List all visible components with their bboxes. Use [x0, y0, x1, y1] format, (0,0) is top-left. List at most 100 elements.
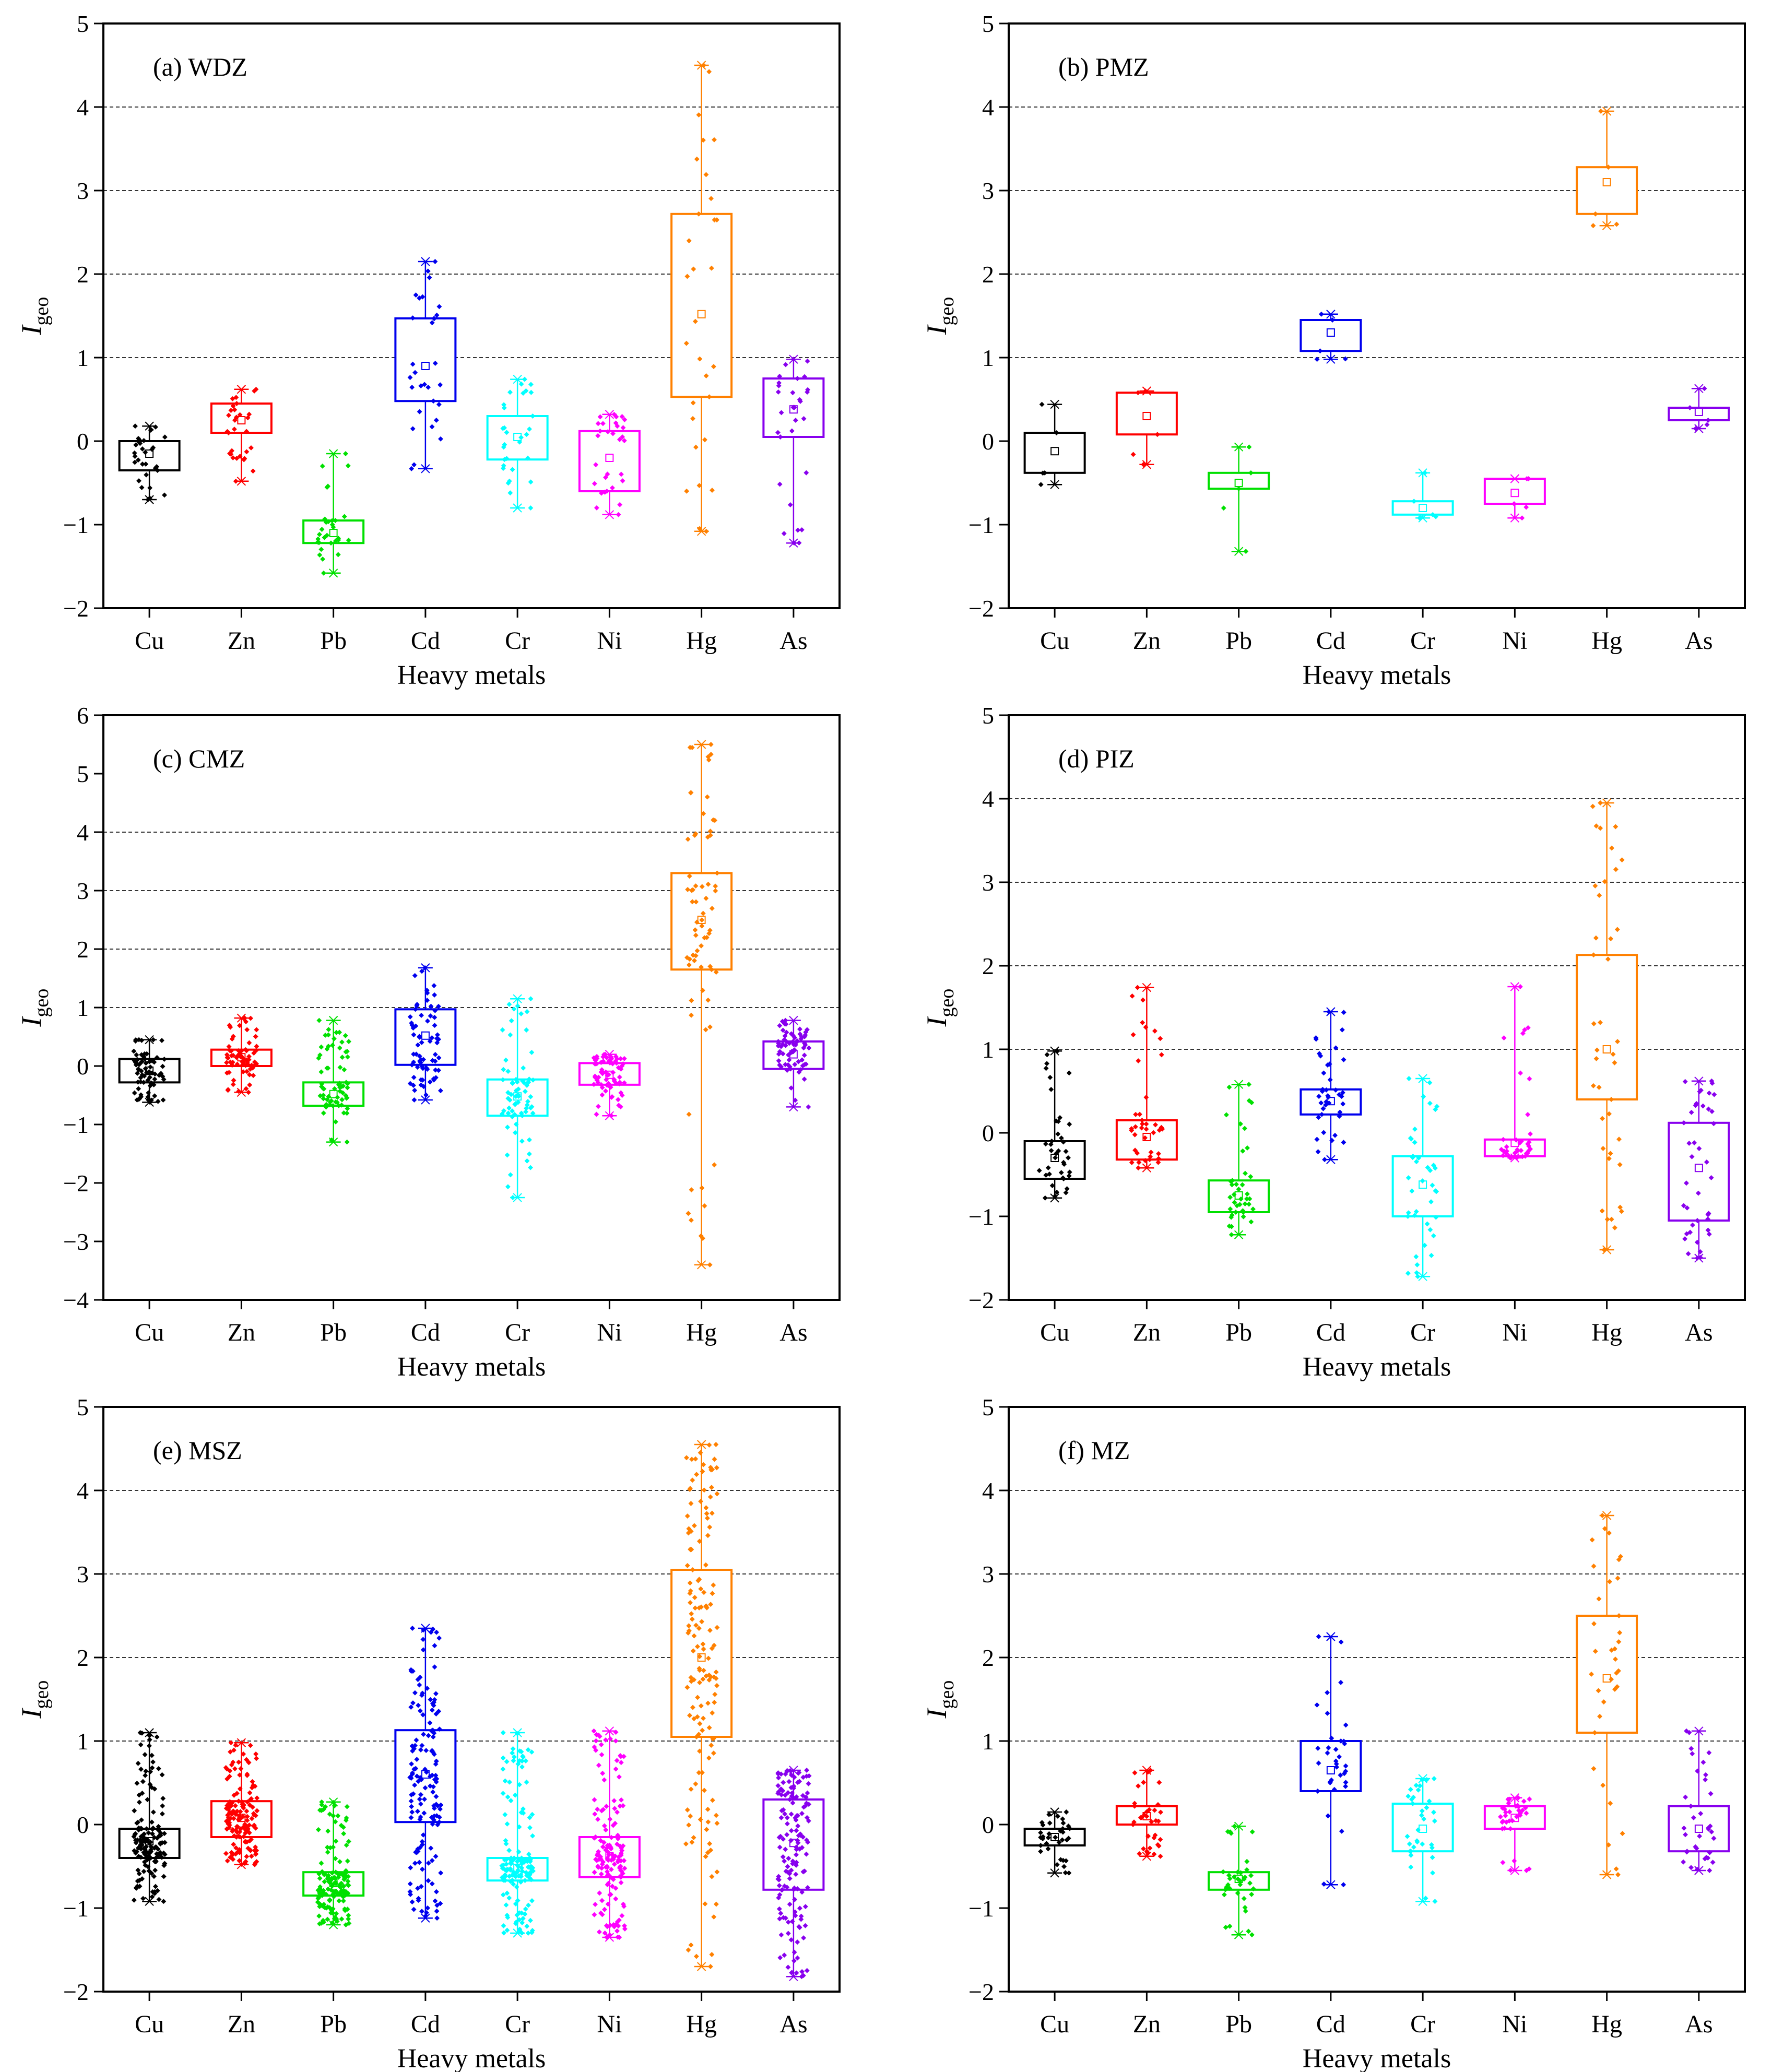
data-point	[1060, 1816, 1066, 1822]
data-point	[777, 373, 783, 379]
data-point	[523, 388, 529, 394]
data-point	[686, 1111, 692, 1117]
data-point	[254, 1808, 260, 1814]
mean-marker	[1326, 1097, 1335, 1106]
data-point	[619, 1913, 625, 1919]
data-point	[1239, 1182, 1245, 1188]
data-point	[613, 1766, 619, 1772]
data-point	[514, 1731, 520, 1736]
x-tick-label: Cu	[135, 1319, 164, 1346]
data-point	[525, 1747, 531, 1753]
data-point	[505, 1110, 511, 1116]
data-point	[1427, 1168, 1433, 1174]
data-point	[515, 1898, 521, 1903]
extreme-marker	[1510, 982, 1520, 991]
data-point	[427, 1783, 433, 1789]
data-point	[520, 1806, 526, 1812]
data-point	[1522, 1027, 1528, 1033]
extreme-marker	[605, 1726, 615, 1736]
data-point	[1064, 1186, 1070, 1192]
box-cd	[1300, 1632, 1362, 1889]
data-point	[1054, 1189, 1060, 1195]
data-point	[408, 1775, 414, 1781]
x-tick-label: Zn	[1133, 627, 1161, 655]
data-point	[712, 1162, 717, 1168]
data-point	[790, 390, 796, 396]
data-point	[426, 384, 431, 390]
data-point	[1247, 1196, 1253, 1202]
data-point	[228, 1740, 234, 1746]
data-point	[436, 1635, 442, 1641]
x-tick-label: Cd	[1316, 627, 1345, 655]
data-point	[621, 1903, 627, 1909]
y-axis-label: Igeo	[921, 989, 958, 1027]
data-point	[1341, 1010, 1346, 1015]
y-tick-label: 2	[77, 261, 89, 288]
data-point	[606, 1852, 612, 1857]
data-point	[622, 1926, 628, 1932]
data-point	[778, 1932, 784, 1938]
data-point	[516, 1917, 522, 1923]
extreme-marker	[1050, 480, 1059, 489]
data-point	[1054, 430, 1059, 435]
data-point	[1221, 1892, 1227, 1898]
data-point	[1591, 1766, 1597, 1771]
data-point	[1039, 401, 1045, 407]
y-axis-label: Igeo	[16, 297, 53, 336]
box-zn	[1115, 982, 1178, 1173]
data-point	[1048, 1142, 1054, 1147]
data-point	[516, 1824, 522, 1830]
data-point	[1139, 1118, 1145, 1123]
mean-marker	[421, 1031, 430, 1040]
data-point	[688, 1600, 693, 1605]
data-point	[1612, 1225, 1617, 1230]
data-point	[509, 1018, 514, 1024]
data-point	[1609, 1216, 1614, 1222]
data-point	[339, 1102, 345, 1108]
data-point	[235, 1833, 241, 1839]
data-point	[237, 454, 243, 459]
data-point	[595, 1104, 601, 1109]
y-tick-label: 1	[77, 345, 89, 371]
data-point	[233, 395, 239, 400]
data-point	[695, 1695, 701, 1700]
data-point	[1236, 486, 1242, 492]
data-point	[254, 1795, 260, 1801]
data-point	[339, 1084, 345, 1090]
data-point	[224, 1070, 230, 1076]
data-point	[229, 448, 235, 454]
data-point	[1141, 461, 1146, 467]
data-point	[1519, 515, 1525, 521]
data-point	[1511, 501, 1517, 506]
extreme-marker	[328, 1015, 338, 1025]
data-point	[246, 1760, 252, 1765]
data-point	[499, 1863, 505, 1868]
data-point	[806, 1104, 811, 1110]
mean-marker	[421, 1770, 430, 1779]
data-point	[324, 1102, 329, 1107]
data-point	[147, 1737, 152, 1743]
data-point	[228, 1749, 233, 1755]
data-point	[776, 1906, 782, 1912]
data-point	[333, 1119, 338, 1124]
data-point	[712, 1691, 718, 1697]
data-point	[161, 1850, 167, 1856]
data-point	[799, 527, 805, 532]
box-cd	[1300, 310, 1362, 364]
data-point	[1590, 803, 1596, 809]
data-point	[250, 1779, 255, 1784]
data-point	[1608, 936, 1614, 942]
data-point	[1045, 1846, 1051, 1852]
data-point	[795, 1939, 800, 1945]
data-point	[411, 1074, 417, 1080]
x-tick-label: Cd	[1316, 2010, 1345, 2038]
data-point	[150, 1809, 156, 1815]
data-point	[528, 1094, 534, 1099]
data-point	[524, 1009, 530, 1014]
data-point	[789, 428, 795, 434]
data-point	[617, 436, 622, 442]
data-point	[688, 790, 693, 796]
x-tick-label: Ni	[1502, 1319, 1527, 1346]
data-point	[432, 1664, 438, 1670]
y-tick-label: 3	[77, 177, 89, 204]
